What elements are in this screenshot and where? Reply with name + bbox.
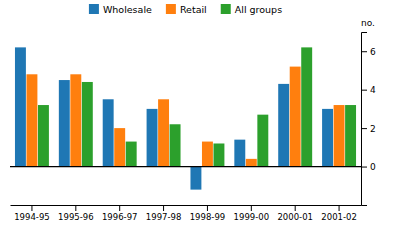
x-axis: 1994-95 1995-96 1996-97 1997-98 1998-99 1999-… xyxy=(11,205,362,222)
bar xyxy=(345,105,356,167)
y-axis-label: no. xyxy=(361,18,375,28)
tick-mark xyxy=(361,51,367,52)
bar xyxy=(170,124,181,166)
bar xyxy=(147,109,158,167)
tick: 0 xyxy=(361,162,376,172)
bar xyxy=(290,67,301,167)
bar xyxy=(70,74,81,166)
tick-label: 1996-97 xyxy=(102,212,138,222)
legend-label: Retail xyxy=(180,4,207,15)
tick-mark xyxy=(31,205,32,211)
tick-label: 4 xyxy=(370,85,376,95)
y-axis: 0 2 4 6 xyxy=(361,33,376,206)
tick-label: 1997-98 xyxy=(146,212,182,222)
tick-label: 6 xyxy=(370,47,376,57)
bar xyxy=(257,115,268,167)
legend-swatch xyxy=(89,4,99,14)
tick-label: 1994-95 xyxy=(14,212,50,222)
tick: 4 xyxy=(361,85,376,95)
bar xyxy=(301,47,312,166)
tick: 6 xyxy=(361,47,376,57)
legend-item: Wholesale xyxy=(89,4,152,15)
bar xyxy=(322,109,333,167)
tick-mark xyxy=(251,205,252,211)
bar xyxy=(213,143,224,166)
tick-label: 1999-00 xyxy=(234,212,270,222)
legend-label: Wholesale xyxy=(103,4,152,15)
tick: 1996-97 xyxy=(102,205,138,222)
bar xyxy=(114,128,125,166)
bar xyxy=(158,99,169,166)
tick-label: 2001-02 xyxy=(321,212,357,222)
tick: 1995-96 xyxy=(58,205,94,222)
chart: 1994-95 1995-96 1996-97 1997-98 1998-99 1999-… xyxy=(0,0,397,227)
tick: 2 xyxy=(361,123,376,133)
legend-item: Retail xyxy=(166,4,207,15)
tick-mark xyxy=(295,205,296,211)
bar xyxy=(278,84,289,167)
bar xyxy=(334,105,345,167)
axis-domain xyxy=(11,205,362,206)
bar xyxy=(103,99,114,166)
bar xyxy=(82,82,93,167)
tick: 1999-00 xyxy=(234,205,270,222)
tick: 1997-98 xyxy=(146,205,182,222)
tick-label: 1998-99 xyxy=(190,212,226,222)
tick: 2001-02 xyxy=(321,205,357,222)
zero-line xyxy=(10,166,361,167)
bar xyxy=(126,142,137,167)
tick: 1994-95 xyxy=(14,205,50,222)
bar xyxy=(38,105,49,167)
bar xyxy=(246,159,257,167)
tick-mark xyxy=(75,205,76,211)
legend-label: All groups xyxy=(235,4,282,15)
axis-domain xyxy=(362,33,368,206)
tick-mark xyxy=(361,167,367,168)
legend-swatch xyxy=(166,4,176,14)
tick-mark xyxy=(361,128,367,129)
bar xyxy=(15,47,26,166)
bar-series xyxy=(26,67,344,167)
legend-swatch xyxy=(221,4,231,14)
tick-mark xyxy=(207,205,208,211)
bar xyxy=(202,142,213,167)
tick: 2000-01 xyxy=(277,205,313,222)
bars xyxy=(15,47,356,189)
bar-series xyxy=(15,47,333,189)
tick-mark xyxy=(119,205,120,211)
bar xyxy=(190,167,201,190)
tick-label: 2000-01 xyxy=(277,212,313,222)
tick-mark xyxy=(163,205,164,211)
tick-label: 0 xyxy=(370,162,376,172)
legend-item: All groups xyxy=(221,4,282,15)
tick-mark xyxy=(339,205,340,211)
bar xyxy=(234,140,245,167)
legend: Wholesale Retail All groups xyxy=(89,4,282,15)
bar xyxy=(59,80,70,167)
tick: 1998-99 xyxy=(190,205,226,222)
tick-label: 2 xyxy=(370,123,376,133)
bar xyxy=(26,74,37,166)
tick-label: 1995-96 xyxy=(58,212,94,222)
bar-series xyxy=(38,47,356,166)
tick-mark xyxy=(361,90,367,91)
